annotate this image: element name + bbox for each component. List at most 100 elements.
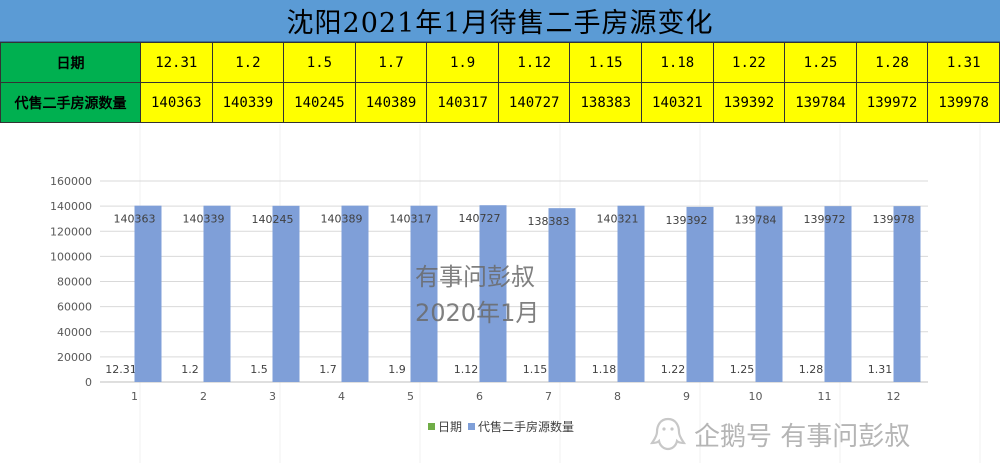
date-cell: 1.2	[211, 42, 285, 83]
count-data-label: 140339	[183, 213, 225, 226]
y-tick-label: 0	[85, 376, 92, 389]
count-cell: 139978	[927, 82, 1000, 123]
date-data-label: 1.7	[319, 363, 337, 376]
x-tick-label: 7	[545, 390, 552, 403]
watermark-text: 有事问彭叔 2020年1月	[415, 259, 585, 331]
date-data-label: 1.9	[388, 363, 406, 376]
count-data-label: 140363	[114, 213, 156, 226]
date-cell: 1.5	[283, 42, 356, 83]
title-bar: 沈阳2021年1月待售二手房源变化	[0, 0, 1000, 42]
count-bar	[755, 206, 783, 382]
count-data-label: 140727	[459, 212, 501, 225]
count-cell: 140727	[497, 82, 571, 123]
data-table: 日期 12.31 1.2 1.5 1.7 1.9 1.12 1.15 1.18 1.22 1.25…	[0, 42, 1000, 123]
count-cell: 140339	[211, 82, 285, 123]
date-cell: 1.9	[426, 42, 499, 83]
date-data-label: 1.5	[250, 363, 268, 376]
y-tick-label: 40000	[57, 326, 92, 339]
date-data-label: 1.25	[730, 363, 755, 376]
watermark-line-1: 有事问彭叔	[415, 263, 535, 291]
x-tick-label: 1	[131, 390, 138, 403]
count-bar	[824, 206, 852, 382]
count-data-label: 139972	[804, 213, 846, 226]
x-tick-label: 2	[200, 390, 207, 403]
date-cell: 1.12	[497, 42, 571, 83]
penguin-icon	[649, 417, 687, 451]
legend-label-count: 代售二手房源数量	[478, 419, 574, 434]
watermark-line-2: 2020年1月	[415, 299, 540, 327]
x-tick-label: 8	[614, 390, 621, 403]
y-tick-label: 100000	[50, 250, 92, 263]
count-row: 代售二手房源数量 140363 140339 140245 140389 140317 1…	[0, 82, 1000, 123]
bar-chart: 0 20000 40000 60000 80000 100000 120000 140000 1…	[50, 124, 981, 463]
count-data-label: 139784	[735, 213, 777, 226]
count-cell: 139972	[855, 82, 929, 123]
x-tick-label: 12	[887, 390, 901, 403]
date-cell: 1.22	[712, 42, 786, 83]
x-tick-label: 3	[269, 390, 276, 403]
count-cell: 140317	[426, 82, 499, 123]
chart-area: 0 20000 40000 60000 80000 100000 120000 140000 1…	[0, 124, 1000, 463]
y-tick-label: 80000	[57, 276, 92, 289]
date-data-label: 1.18	[592, 363, 617, 376]
date-data-label: 1.15	[523, 363, 548, 376]
count-bar	[548, 208, 576, 382]
x-tick-label: 5	[407, 390, 414, 403]
count-bar	[272, 205, 300, 382]
count-cell: 139784	[784, 82, 857, 123]
count-data-label: 140245	[252, 213, 294, 226]
count-header-cell: 代售二手房源数量	[0, 82, 141, 123]
date-data-label: 1.12	[454, 363, 479, 376]
date-row: 日期 12.31 1.2 1.5 1.7 1.9 1.12 1.15 1.18 1.22 1.25…	[0, 42, 1000, 83]
x-tick-label: 9	[683, 390, 690, 403]
date-cell: 1.7	[354, 42, 428, 83]
page-title: 沈阳2021年1月待售二手房源变化	[286, 8, 714, 39]
x-tick-label: 10	[749, 390, 763, 403]
date-data-label: 1.2	[181, 363, 199, 376]
y-tick-label: 120000	[50, 225, 92, 238]
brand-mark: 企鹅号 有事问彭叔	[648, 414, 910, 454]
count-bar	[893, 206, 921, 382]
x-tick-label: 11	[818, 390, 832, 403]
count-bar	[410, 205, 438, 382]
y-tick-label: 60000	[57, 301, 92, 314]
count-bar	[617, 205, 645, 382]
date-cell: 1.28	[855, 42, 929, 83]
date-cell: 12.31	[140, 42, 213, 83]
date-cell: 1.25	[784, 42, 857, 83]
count-cell: 140321	[641, 82, 714, 123]
date-cell: 1.15	[569, 42, 643, 83]
date-header-cell: 日期	[0, 42, 141, 83]
count-data-label: 139978	[873, 213, 915, 226]
legend-label-date: 日期	[438, 420, 462, 434]
legend-swatch-count	[468, 423, 475, 430]
count-data-label: 140317	[390, 213, 432, 226]
brand-text: 企鹅号 有事问彭叔	[694, 421, 911, 452]
x-tick-label: 6	[476, 390, 483, 403]
y-tick-label: 140000	[50, 200, 92, 213]
date-cell: 1.31	[927, 42, 1000, 83]
count-data-label: 140321	[597, 213, 639, 226]
date-cell: 1.18	[641, 42, 714, 83]
count-data-label: 140389	[321, 213, 363, 226]
count-data-label: 139392	[666, 214, 708, 227]
count-bar	[341, 205, 369, 382]
count-bar	[203, 205, 231, 382]
count-cell: 140245	[283, 82, 356, 123]
count-bar	[479, 205, 507, 382]
date-data-label: 1.22	[661, 363, 686, 376]
count-cell: 140389	[354, 82, 428, 123]
count-bar	[686, 206, 714, 382]
legend-swatch-date	[428, 423, 435, 430]
count-data-label: 138383	[528, 215, 570, 228]
date-data-label: 1.28	[799, 363, 824, 376]
count-cell: 139392	[712, 82, 786, 123]
count-cell: 138383	[569, 82, 643, 123]
y-tick-label: 160000	[50, 175, 92, 188]
count-cell: 140363	[140, 82, 213, 123]
count-bar	[134, 205, 162, 382]
x-tick-label: 4	[338, 390, 345, 403]
y-tick-label: 20000	[57, 351, 92, 364]
date-data-label: 1.31	[868, 363, 893, 376]
date-data-label: 12.31	[105, 363, 137, 376]
